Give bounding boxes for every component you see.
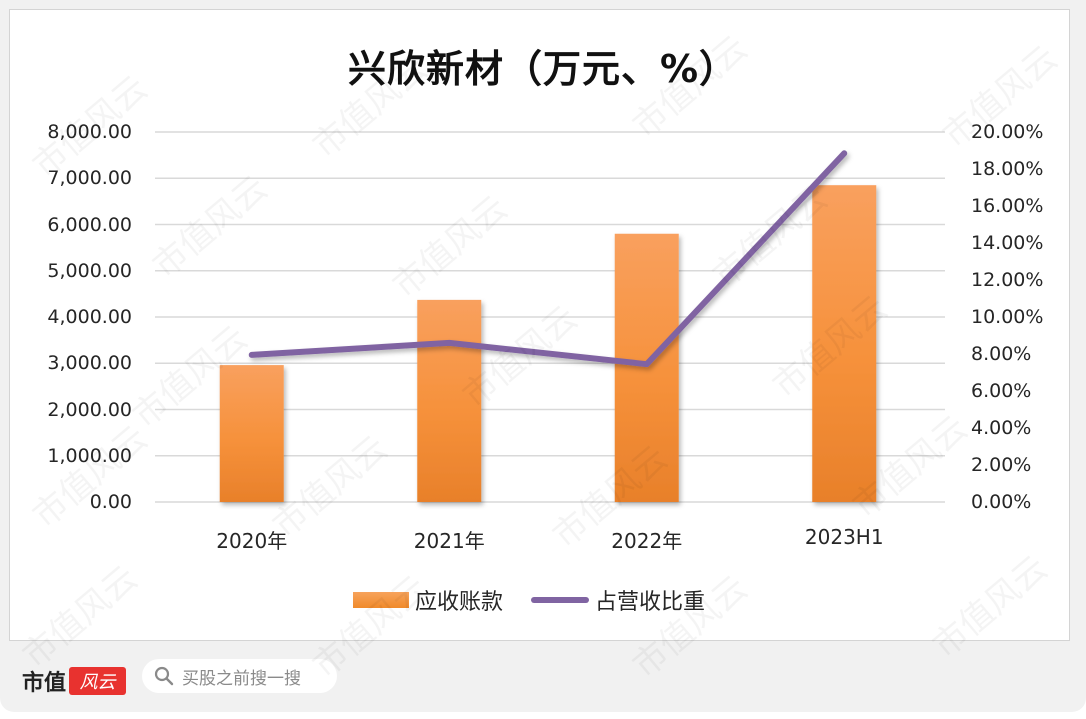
brand-logo[interactable]: 市值 风云 bbox=[22, 665, 127, 697]
right-axis-tick: 20.00% bbox=[971, 121, 1044, 143]
bar bbox=[417, 299, 482, 502]
x-axis-label: 2020年 bbox=[216, 529, 288, 553]
left-axis-tick: 3,000.00 bbox=[47, 352, 132, 375]
left-axis-tick: 1,000.00 bbox=[47, 444, 132, 467]
search-placeholder: 买股之前搜一搜 bbox=[182, 668, 301, 689]
search-box[interactable]: 买股之前搜一搜 bbox=[142, 659, 337, 693]
right-axis-tick: 6.00% bbox=[971, 380, 1032, 402]
search-icon bbox=[154, 666, 174, 686]
line-swatch-icon bbox=[531, 597, 590, 603]
x-axis-label: 2021年 bbox=[413, 529, 485, 553]
legend-item-revenue-share: 占营收比重 bbox=[531, 584, 705, 616]
left-axis-tick: 0.00 bbox=[89, 491, 132, 513]
bar bbox=[812, 185, 877, 502]
logo-text: 市值 bbox=[22, 670, 67, 696]
x-axis-label: 2023H1 bbox=[804, 525, 884, 549]
right-axis-tick: 0.00% bbox=[971, 491, 1032, 513]
right-axis-tick: 8.00% bbox=[971, 343, 1032, 365]
left-axis-tick: 5,000.00 bbox=[47, 259, 132, 282]
right-axis-tick: 10.00% bbox=[971, 306, 1044, 328]
bar bbox=[614, 233, 679, 502]
chart-card bbox=[9, 9, 1070, 641]
bar-swatch-icon bbox=[353, 592, 409, 608]
line-series bbox=[248, 150, 848, 368]
right-axis-tick: 14.00% bbox=[971, 232, 1044, 254]
bar bbox=[219, 365, 284, 502]
right-axis-tick: 4.00% bbox=[971, 417, 1032, 439]
x-axis-label: 2022年 bbox=[611, 529, 683, 553]
right-axis-tick: 2.00% bbox=[971, 454, 1032, 476]
left-axis-tick: 2,000.00 bbox=[47, 398, 132, 421]
logo-badge: 风云 bbox=[69, 667, 127, 695]
left-axis-tick: 6,000.00 bbox=[47, 213, 132, 236]
bar-series bbox=[219, 185, 877, 502]
legend-label: 占营收比重 bbox=[595, 590, 706, 615]
line-path bbox=[248, 150, 848, 368]
legend-label: 应收账款 bbox=[415, 590, 504, 615]
right-axis-tick: 12.00% bbox=[971, 269, 1044, 291]
legend-item-receivables: 应收账款 bbox=[353, 584, 503, 616]
left-axis-tick: 7,000.00 bbox=[47, 167, 132, 190]
chart-title: 兴欣新材（万元、%） bbox=[347, 47, 739, 91]
left-axis-tick: 4,000.00 bbox=[47, 306, 132, 328]
left-axis-tick: 8,000.00 bbox=[47, 121, 132, 143]
right-axis-tick: 18.00% bbox=[971, 158, 1044, 180]
right-axis-tick: 16.00% bbox=[971, 195, 1044, 217]
legend: 应收账款 占营收比重 bbox=[353, 584, 733, 616]
